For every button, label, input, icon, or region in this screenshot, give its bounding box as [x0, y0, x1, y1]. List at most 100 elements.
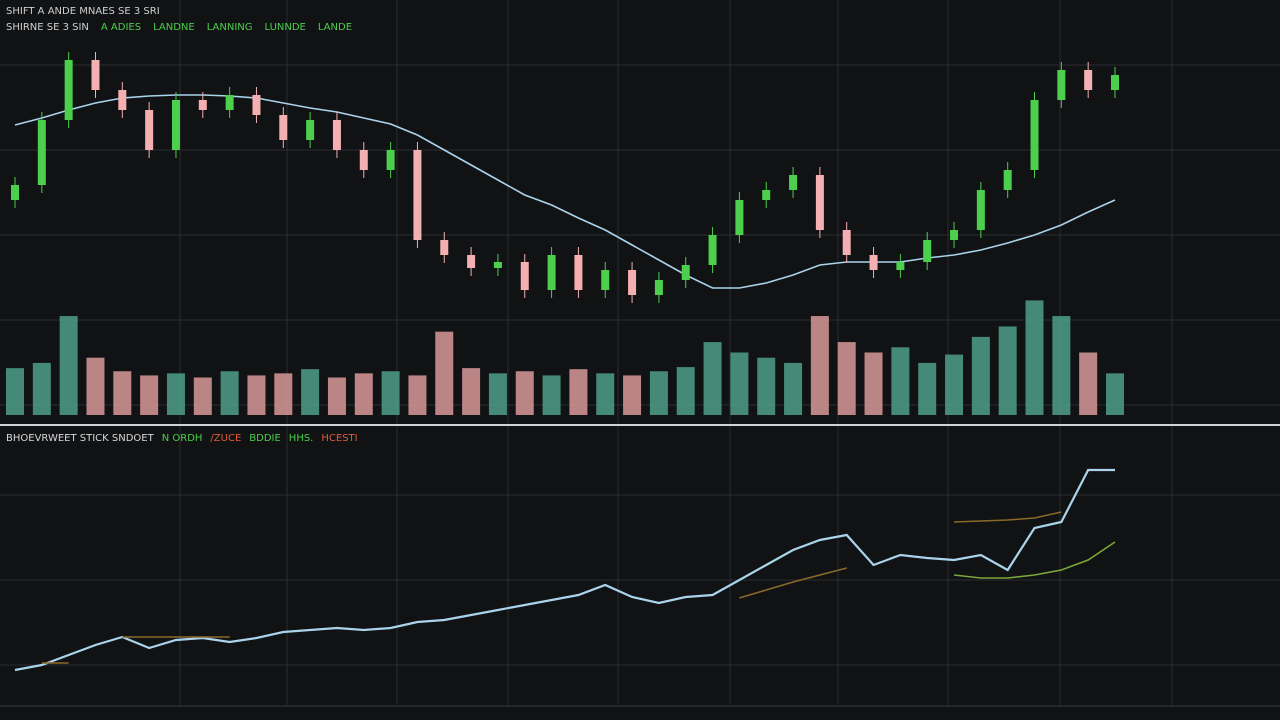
indicator-line: [14, 468, 1115, 672]
candle-body: [735, 200, 744, 235]
volume-bar: [140, 375, 159, 415]
candle-body: [708, 235, 717, 265]
candle-body: [628, 270, 637, 295]
volume-bar: [327, 377, 346, 415]
volume-bar: [6, 368, 24, 415]
candle-body: [1003, 170, 1012, 190]
volume-bar: [113, 371, 132, 415]
volume-bar: [220, 371, 239, 415]
volume-bar: [971, 336, 990, 415]
candle-body: [654, 280, 663, 295]
volume-bar: [515, 371, 534, 415]
candle-body: [547, 255, 556, 290]
volume-bar: [730, 352, 749, 415]
candle-body: [440, 240, 449, 255]
volume-bar: [408, 375, 427, 415]
volume-bar: [274, 373, 293, 415]
candle-body: [386, 150, 395, 170]
volume-bar: [676, 367, 695, 415]
volume-bar: [864, 352, 883, 415]
chart-title: SHIFT A ANDE MNAES SE 3 SRI: [6, 6, 160, 17]
legend-text: SHIRNE SE 3 SIN: [6, 22, 89, 33]
volume-bar: [1079, 352, 1098, 415]
candle-body: [145, 110, 154, 150]
candle-body: [1030, 100, 1039, 170]
indicator-line: [953, 541, 1116, 579]
legend-text: N ORDH: [162, 433, 203, 444]
volume-bar: [703, 342, 722, 415]
candle-body: [198, 100, 207, 110]
candle-body: [493, 262, 502, 268]
candle-body: [789, 175, 798, 190]
volume-bar: [918, 362, 937, 415]
volume-bar: [1025, 300, 1044, 415]
candle-body: [252, 95, 261, 115]
legend-text: LANDNE: [153, 22, 195, 33]
candle-body: [91, 60, 100, 90]
legend-text: HCESTI: [321, 433, 357, 444]
candle-body: [171, 100, 180, 150]
candle-body: [520, 262, 529, 290]
candle-body: [64, 60, 73, 120]
candle-body: [413, 150, 422, 240]
candle-body: [118, 90, 127, 110]
candle-body: [950, 230, 959, 240]
candle-body: [1057, 70, 1066, 100]
volume-bar: [542, 375, 561, 415]
indicator-line: [739, 567, 847, 599]
legend-text: LANNING: [207, 22, 253, 33]
volume-bar: [59, 316, 78, 415]
volume-bar: [86, 357, 105, 415]
candle-body: [896, 262, 905, 270]
volume-bar: [784, 362, 803, 415]
candle-body: [681, 265, 690, 280]
volume-bar: [649, 371, 668, 415]
volume-bar: [810, 316, 829, 415]
volume-bar: [462, 368, 481, 415]
legend-text: A ADIES: [101, 22, 141, 33]
volume-bar: [1052, 316, 1071, 415]
candle-body: [306, 120, 315, 140]
candle-body: [332, 120, 341, 150]
candle-body: [869, 255, 878, 270]
volume-bar: [354, 373, 373, 415]
volume-bar: [569, 369, 588, 415]
candle-body: [1111, 75, 1119, 90]
candle-body: [279, 115, 288, 140]
candle-body: [601, 270, 610, 290]
volume-bar: [1106, 373, 1124, 415]
volume-bar: [623, 375, 642, 415]
candle-body: [225, 95, 234, 110]
volume-bar: [435, 331, 454, 415]
candle-body: [359, 150, 368, 170]
indicator-line: [953, 511, 1062, 523]
volume-bar: [757, 357, 776, 415]
candle-body: [976, 190, 985, 230]
volume-bar: [837, 342, 856, 415]
candle-body: [815, 175, 824, 230]
candle-body: [1084, 70, 1093, 90]
volume-bar: [381, 371, 400, 415]
volume-bar: [891, 347, 910, 415]
volume-bar: [301, 369, 320, 415]
candle-body: [11, 185, 19, 200]
candle-body: [467, 255, 476, 268]
volume-bar: [945, 354, 964, 415]
legend-text: LANDE: [318, 22, 352, 33]
legend-text: BHOEVRWEET STICK SNDOET: [6, 433, 155, 444]
moving-average: [14, 94, 1116, 289]
candle-body: [842, 230, 851, 255]
candle-body: [574, 255, 583, 290]
volume-bar: [247, 375, 266, 415]
legend-text: /ZUCE: [210, 433, 241, 444]
legend-text: HHS.: [289, 433, 314, 444]
legend-text: BDDIE: [249, 433, 281, 444]
volume-bar: [193, 377, 212, 415]
candle-body: [762, 190, 771, 200]
candle-body: [37, 120, 46, 185]
candle-body: [923, 240, 932, 262]
volume-bar: [166, 373, 185, 415]
volume-bar: [32, 362, 51, 415]
